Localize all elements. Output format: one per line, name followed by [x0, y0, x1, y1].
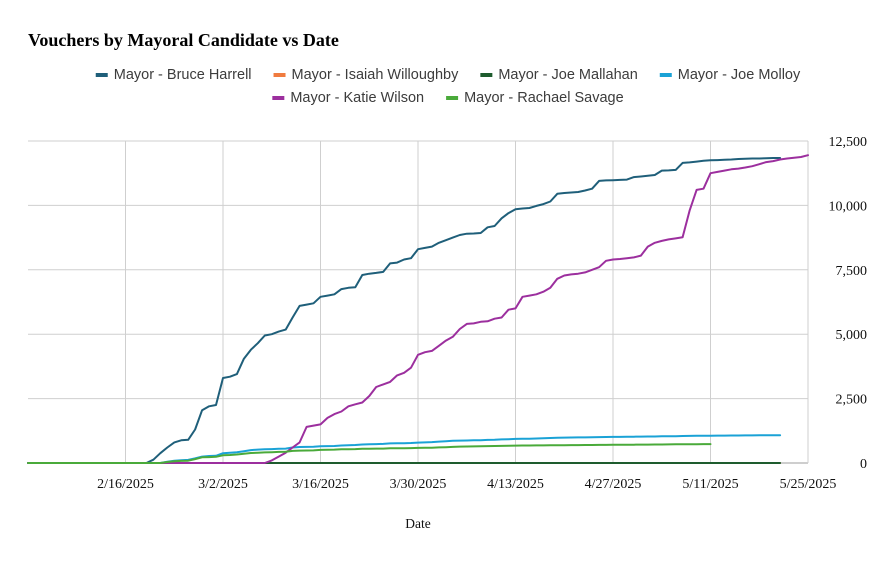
x-tick-label: 3/16/2025: [292, 477, 349, 492]
legend-item-mayor-katie-wilson: Mayor - Katie Wilson: [272, 90, 424, 106]
x-tick-label: 4/13/2025: [487, 477, 544, 492]
legend-item-mayor-rachael-savage: Mayor - Rachael Savage: [446, 90, 624, 106]
y-tick-label: 10,000: [829, 199, 868, 214]
x-tick-label: 3/2/2025: [198, 477, 248, 492]
legend: Mayor - Bruce Harrell Mayor - Isaiah Will…: [95, 67, 801, 106]
y-axis-ticks: 0 2,500 5,000 7,500 10,000 12,500: [829, 135, 868, 472]
chart-title: Vouchers by Mayoral Candidate vs Date: [28, 30, 339, 50]
x-axis-label: Date: [405, 516, 430, 531]
legend-label: Mayor - Katie Wilson: [290, 90, 424, 106]
legend-item-mayor-joe-mallahan: Mayor - Joe Mallahan: [480, 67, 638, 83]
legend-label: Mayor - Isaiah Willoughby: [292, 67, 460, 83]
x-tick-label: 2/16/2025: [97, 477, 154, 492]
legend-marker: [480, 73, 493, 77]
x-tick-label: 4/27/2025: [585, 477, 642, 492]
legend-item-mayor-joe-molloy: Mayor - Joe Molloy: [659, 67, 801, 83]
legend-marker: [272, 96, 285, 100]
x-tick-label: 3/30/2025: [390, 477, 447, 492]
y-tick-label: 2,500: [836, 393, 868, 408]
legend-marker: [659, 73, 672, 77]
x-tick-label: 5/25/2025: [780, 477, 837, 492]
legend-item-mayor-bruce-harrell: Mayor - Bruce Harrell: [95, 67, 252, 83]
series-line-mayor-katie-wilson: [27, 154, 809, 464]
series-lines: [27, 154, 809, 464]
y-tick-label: 5,000: [836, 328, 868, 343]
legend-label: Mayor - Rachael Savage: [464, 90, 624, 106]
legend-label: Mayor - Bruce Harrell: [114, 67, 252, 83]
legend-item-mayor-isaiah-willoughby: Mayor - Isaiah Willoughby: [273, 67, 460, 83]
series-line-mayor-joe-molloy: [27, 434, 782, 464]
legend-marker: [273, 73, 286, 77]
x-tick-label: 5/11/2025: [682, 477, 738, 492]
legend-marker: [446, 96, 459, 100]
legend-label: Mayor - Joe Mallahan: [498, 67, 637, 83]
series-line-mayor-bruce-harrell: [27, 157, 782, 464]
x-axis-ticks: 2/16/2025 3/2/2025 3/16/2025 3/30/2025 4/13/…: [97, 477, 836, 492]
series-line-mayor-rachael-savage: [27, 443, 712, 464]
legend-marker: [95, 73, 108, 77]
gridlines: [28, 140, 809, 464]
y-tick-label: 12,500: [829, 135, 868, 150]
y-tick-label: 7,500: [836, 264, 868, 279]
legend-label: Mayor - Joe Molloy: [678, 67, 801, 83]
y-tick-label: 0: [860, 457, 867, 472]
